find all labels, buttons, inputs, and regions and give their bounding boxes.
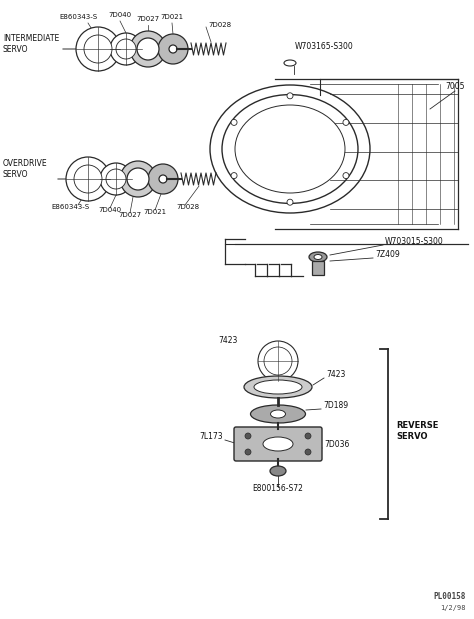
Ellipse shape [309,252,327,262]
Ellipse shape [263,437,293,451]
FancyBboxPatch shape [234,427,322,461]
Circle shape [245,433,251,439]
Circle shape [116,39,136,59]
Ellipse shape [314,254,322,259]
Circle shape [305,449,311,455]
Text: 7D036: 7D036 [324,440,349,449]
Circle shape [158,34,188,64]
Circle shape [343,119,349,126]
Text: 7423: 7423 [326,370,346,379]
Text: 7D028: 7D028 [208,22,231,28]
Ellipse shape [270,466,286,476]
Circle shape [120,161,156,197]
Text: E860343-S: E860343-S [51,204,89,210]
Text: 7L173: 7L173 [200,432,223,441]
Ellipse shape [250,405,306,423]
Bar [312,261,324,275]
Text: 7D040: 7D040 [109,12,132,18]
Circle shape [305,433,311,439]
Ellipse shape [244,376,312,398]
Circle shape [231,173,237,179]
Text: PL00158: PL00158 [434,592,466,601]
Ellipse shape [222,95,358,204]
Circle shape [264,347,292,375]
Text: 7D021: 7D021 [160,14,183,20]
Circle shape [148,164,178,194]
Text: W703015-S300: W703015-S300 [385,237,444,246]
Text: 1/2/98: 1/2/98 [440,605,466,611]
Circle shape [343,173,349,179]
Text: 7D027: 7D027 [118,212,142,218]
Text: 7D189: 7D189 [323,401,348,410]
Circle shape [110,33,142,65]
Text: REVERSE
SERVO: REVERSE SERVO [396,420,438,441]
Circle shape [130,31,166,67]
Circle shape [287,93,293,99]
Circle shape [100,163,132,195]
Circle shape [169,45,177,53]
Text: 7D040: 7D040 [99,207,121,213]
Text: 7D021: 7D021 [144,209,166,215]
Text: 7D028: 7D028 [176,204,200,210]
Text: 7423: 7423 [219,336,238,345]
Text: 7Z409: 7Z409 [375,250,400,259]
Circle shape [76,27,120,71]
Ellipse shape [284,60,296,66]
Text: 7005: 7005 [446,82,465,91]
Text: OVERDRIVE
SERVO: OVERDRIVE SERVO [3,159,47,179]
Ellipse shape [254,380,302,394]
Circle shape [137,38,159,60]
Circle shape [245,449,251,455]
Circle shape [287,199,293,206]
Circle shape [106,169,126,189]
Circle shape [66,157,110,201]
Ellipse shape [271,410,285,418]
Circle shape [231,119,237,126]
Text: W703165-S300: W703165-S300 [295,42,354,51]
Circle shape [159,175,167,183]
Text: E860343-S: E860343-S [59,14,97,20]
Text: INTERMEDIATE
SERVO: INTERMEDIATE SERVO [3,34,59,54]
Text: 7D027: 7D027 [137,16,160,22]
Ellipse shape [235,105,345,193]
Text: E800156-S72: E800156-S72 [253,484,303,493]
Circle shape [84,35,112,63]
Circle shape [258,341,298,381]
Circle shape [74,165,102,193]
Circle shape [127,168,149,190]
